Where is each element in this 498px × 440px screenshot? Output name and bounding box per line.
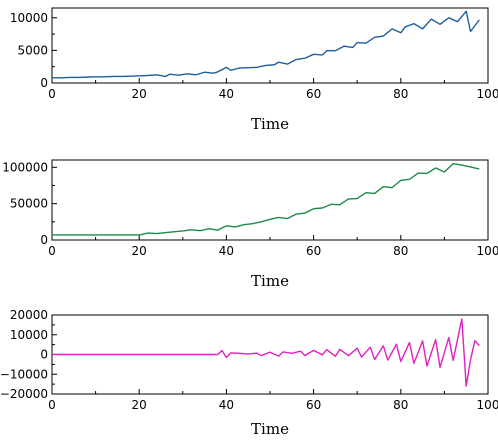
chart-top-x-tick-label: 40 bbox=[219, 87, 234, 101]
chart-bottom-y-tick-label: 20000 bbox=[10, 308, 48, 322]
chart-middle-plot-frame bbox=[51, 159, 489, 241]
chart-top-x-tick-label: 100 bbox=[477, 87, 498, 101]
chart-top-series-line bbox=[52, 10, 480, 79]
chart-top-y-tick-label: 0 bbox=[40, 76, 48, 90]
chart-bottom-x-tick-label: 20 bbox=[132, 398, 147, 412]
chart-bottom-x-tick-label: 80 bbox=[393, 398, 408, 412]
chart-middle-series-line bbox=[52, 162, 480, 236]
chart-middle-y-tick-label: 0 bbox=[40, 233, 48, 247]
chart-bottom-y-tick-label: 0 bbox=[40, 348, 48, 362]
chart-top-x-tick-label: 20 bbox=[132, 87, 147, 101]
chart-top-plot-frame bbox=[51, 7, 489, 84]
chart-middle-x-tick-label: 20 bbox=[132, 244, 147, 258]
chart-top-x-axis-title: Time bbox=[251, 115, 289, 133]
chart-panel-bottom: 0 20 40 60 80 100 −20000 −10000 0 10000 20000 Time bbox=[0, 308, 498, 438]
chart-bottom-x-axis-title: Time bbox=[251, 420, 289, 438]
chart-top-x-tick-label: 60 bbox=[306, 87, 321, 101]
chart-middle-y-tick-label: 50000 bbox=[10, 197, 48, 211]
chart-top-y-tick-label: 10000 bbox=[10, 11, 48, 25]
chart-middle-x-tick-label: 60 bbox=[306, 244, 321, 258]
chart-bottom-x-tick-label: 100 bbox=[477, 398, 498, 412]
chart-bottom-x-tick-label: 40 bbox=[219, 398, 234, 412]
chart-bottom-y-tick-label: −20000 bbox=[0, 387, 48, 401]
chart-panel-middle: 0 20 40 60 80 100 0 50000 100000 Time bbox=[2, 159, 498, 290]
chart-top-y-tick-label: 5000 bbox=[17, 43, 48, 57]
chart-top-x-tick-label: 0 bbox=[48, 87, 56, 101]
chart-bottom-x-tick-label: 0 bbox=[48, 398, 56, 412]
chart-bottom-y-tick-label: 10000 bbox=[10, 328, 48, 342]
chart-middle-x-tick-label: 100 bbox=[477, 244, 498, 258]
chart-bottom-y-tick-label: −10000 bbox=[0, 367, 48, 381]
chart-middle-x-tick-label: 0 bbox=[48, 244, 56, 258]
chart-middle-x-tick-label: 40 bbox=[219, 244, 234, 258]
chart-bottom-series-line bbox=[52, 318, 480, 387]
chart-middle-x-axis-title: Time bbox=[251, 272, 289, 290]
chart-bottom-x-tick-label: 60 bbox=[306, 398, 321, 412]
chart-middle-y-tick-label: 100000 bbox=[2, 160, 48, 174]
chart-top-x-tick-label: 80 bbox=[393, 87, 408, 101]
chart-panel-top: 0 20 40 60 80 100 0 5000 10000 Time bbox=[10, 7, 498, 133]
chart-middle-x-tick-label: 80 bbox=[393, 244, 408, 258]
